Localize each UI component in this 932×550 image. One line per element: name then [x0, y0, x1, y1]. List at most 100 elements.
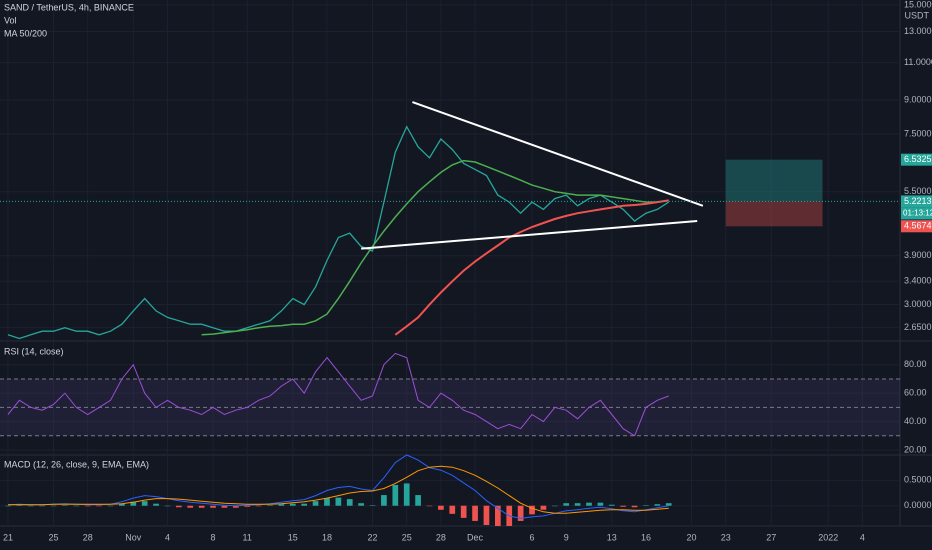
- y-tick-label: 9.0000: [904, 94, 932, 104]
- indicator-label: MA 50/200: [4, 28, 47, 38]
- histogram-bar: [16, 505, 23, 506]
- grid: [0, 0, 900, 526]
- price-tag-label: 4.5674: [904, 221, 932, 231]
- histogram-bar: [654, 504, 661, 506]
- histogram-bar: [472, 505, 478, 521]
- histogram-bar: [221, 505, 228, 508]
- histogram-bar: [141, 501, 148, 506]
- histogram-bar: [198, 505, 205, 508]
- histogram-bar: [312, 501, 319, 506]
- price-tag: [901, 153, 932, 166]
- y-tick-label: 0.5000: [904, 475, 932, 485]
- y-tick-label: 3.9000: [904, 250, 932, 260]
- histogram-bar: [415, 495, 421, 506]
- x-tick-label: 21: [3, 532, 13, 542]
- histogram-bar: [529, 505, 535, 515]
- histogram-bar: [119, 503, 125, 506]
- currency: USDT: [905, 10, 930, 20]
- x-tick-label: 11: [243, 532, 252, 542]
- histogram-bar: [153, 503, 159, 506]
- x-tick-label: 28: [83, 532, 93, 542]
- histogram-bar: [187, 505, 194, 508]
- histogram-bar: [324, 498, 330, 506]
- histogram-bar: [278, 504, 285, 506]
- y-tick-label: 3.0000: [904, 299, 932, 309]
- histogram-bar: [164, 505, 171, 507]
- histogram-bar: [255, 505, 262, 507]
- subtitle: Vol: [4, 15, 17, 25]
- x-tick-label: 27: [766, 532, 776, 542]
- histogram-bar: [84, 505, 91, 507]
- x-tick-label: 4: [165, 532, 170, 542]
- histogram-bar: [73, 505, 80, 507]
- histogram-bar: [540, 505, 547, 510]
- x-tick-label: Nov: [125, 532, 142, 542]
- countdown: 01:13:12: [903, 208, 932, 217]
- series-line: [7, 125, 670, 340]
- y-tick-label: 11.0000: [904, 57, 932, 67]
- series-line: [7, 352, 669, 437]
- y-tick-label: 5.5000: [904, 186, 932, 196]
- histogram-bar: [483, 505, 490, 525]
- x-tick-label: 2022: [818, 532, 838, 542]
- histogram-bar: [495, 505, 501, 527]
- trendline: [412, 101, 704, 207]
- loss-zone: [725, 201, 823, 227]
- y-tick-label: 2.6500: [904, 322, 932, 332]
- histogram-bar: [335, 497, 342, 506]
- x-tick-label: 6: [530, 532, 535, 542]
- marks: [0, 101, 900, 527]
- histogram-bar: [631, 505, 638, 508]
- x-tick-label: 25: [402, 532, 412, 542]
- histogram-bar: [301, 503, 308, 506]
- price-tag: [901, 220, 932, 233]
- histogram-bar: [586, 502, 592, 506]
- histogram-bar: [358, 503, 364, 506]
- x-tick-label: 23: [721, 532, 731, 542]
- x-tick-label: 9: [564, 532, 569, 542]
- x-tick-label: 22: [368, 532, 378, 542]
- histogram-bar: [289, 503, 296, 506]
- histogram-bar: [244, 505, 251, 507]
- series-line: [394, 199, 669, 336]
- x-tick-label: Dec: [467, 532, 484, 542]
- series-line: [8, 465, 669, 514]
- y-tick-label: 13.0000: [904, 26, 932, 36]
- x-tick-label: 8: [211, 532, 216, 542]
- histogram-bar: [438, 505, 444, 510]
- histogram-bar: [176, 505, 182, 508]
- histogram-bar: [96, 505, 102, 507]
- y-tick-label: 15.0000: [904, 0, 932, 9]
- x-tick-label: 15: [288, 532, 298, 542]
- macd-title: MACD (12, 26, close, 9, EMA, EMA): [4, 459, 149, 469]
- histogram-bar: [574, 503, 581, 506]
- histogram-bar: [39, 505, 45, 507]
- x-tick-label: 4: [860, 532, 865, 542]
- histogram-bar: [392, 484, 399, 506]
- price-tag: [901, 195, 932, 208]
- histogram-bar: [369, 505, 376, 506]
- y-tick-label: 80.00: [904, 359, 927, 369]
- histogram-bar: [460, 505, 467, 518]
- series-line: [7, 454, 669, 519]
- x-tick-label: 25: [49, 532, 59, 542]
- histogram-bar: [620, 505, 627, 507]
- histogram-bar: [551, 505, 558, 507]
- x-tick-label: 28: [436, 532, 446, 542]
- countdown-bg: [901, 207, 932, 220]
- histogram-bar: [563, 503, 570, 506]
- histogram-bar: [5, 505, 11, 507]
- y-tick-label: 3.4000: [904, 276, 932, 286]
- profit-zone: [725, 159, 823, 202]
- y-tick-label: 0.0000: [904, 500, 932, 510]
- histogram-bar: [130, 501, 137, 506]
- histogram-bar: [107, 505, 114, 507]
- histogram-bar: [426, 505, 433, 507]
- histogram-bar: [381, 495, 387, 506]
- rsi-title: RSI (14, close): [4, 346, 64, 356]
- histogram-bar: [665, 503, 672, 506]
- histogram-bar: [62, 505, 68, 506]
- x-tick-label: 20: [687, 532, 697, 542]
